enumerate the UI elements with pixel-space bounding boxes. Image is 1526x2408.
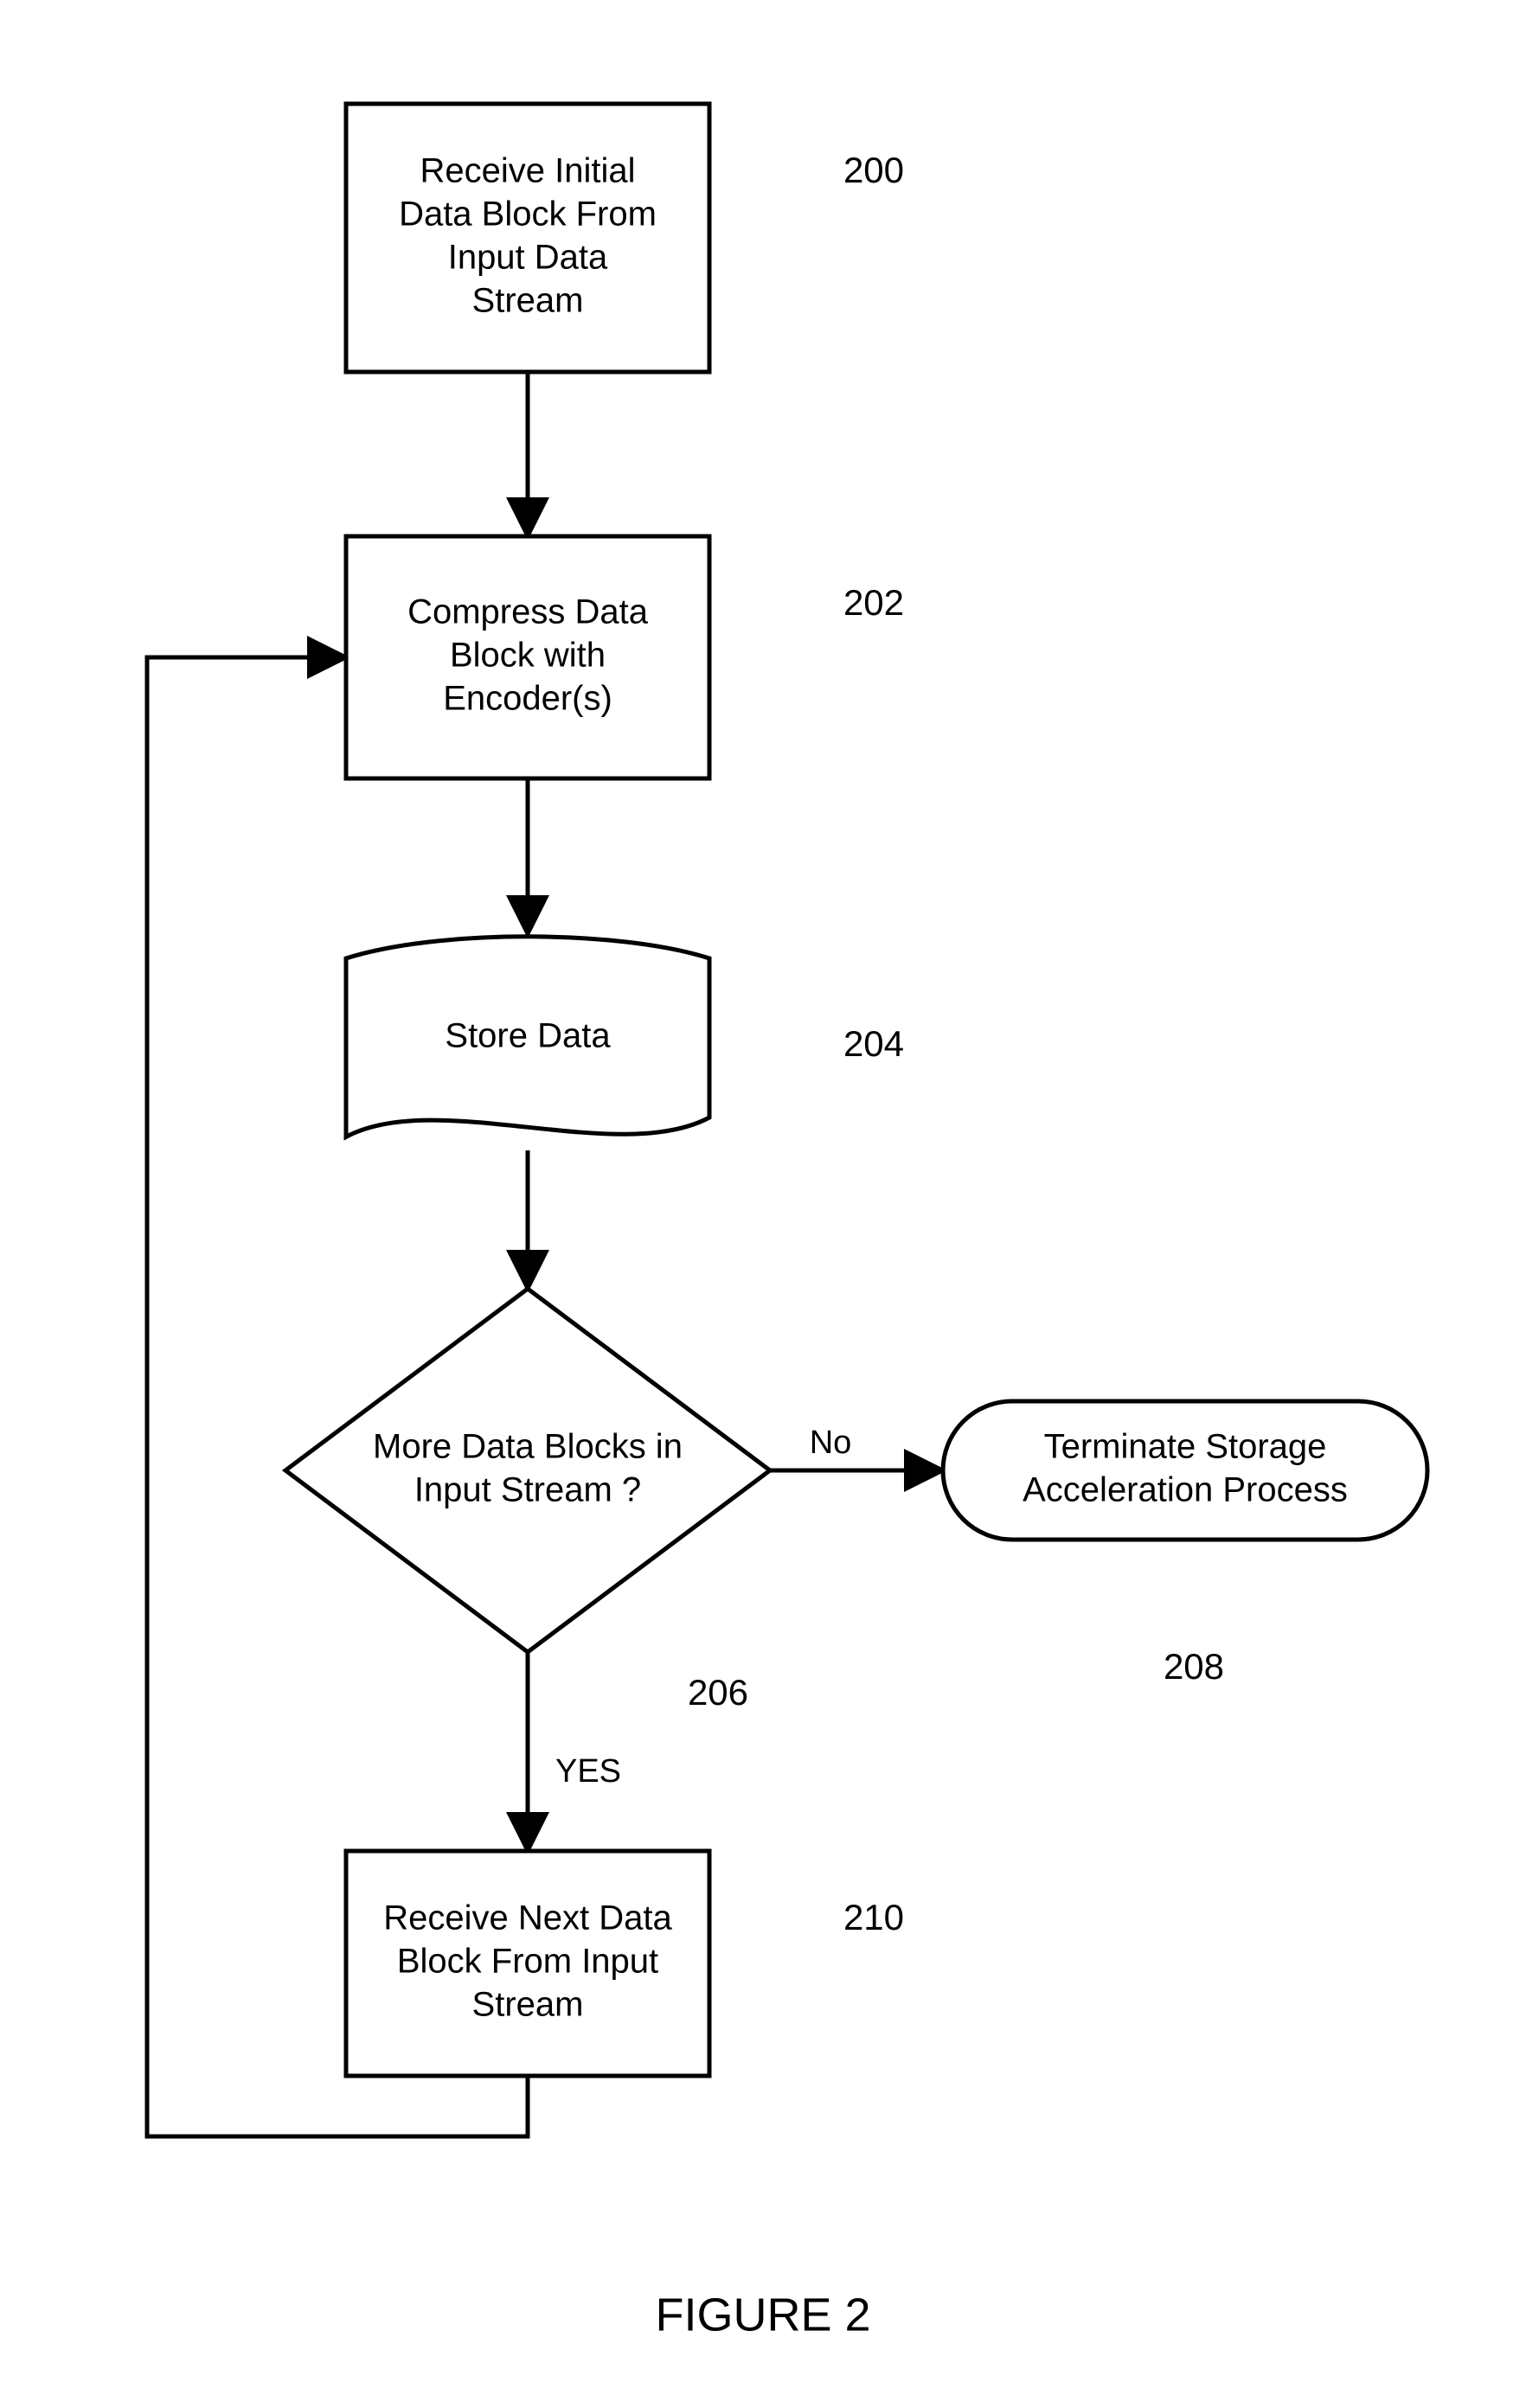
document-text-n204: Store Data xyxy=(445,1017,611,1055)
process-text-n202-line: Encoder(s) xyxy=(443,680,612,718)
ref-label-n208: 208 xyxy=(1164,1646,1224,1687)
process-text-n200-line: Receive Initial xyxy=(420,152,635,190)
process-text-n210-line: Receive Next Data xyxy=(383,1899,672,1937)
ref-label-n200: 200 xyxy=(843,150,904,190)
process-text-n210-line: Stream xyxy=(472,1986,584,2024)
process-text-n202-line: Block with xyxy=(450,637,606,675)
flowchart-canvas: Receive Initial Data Block From Input Data… xyxy=(0,0,1526,2408)
ref-label-n202: 202 xyxy=(843,582,904,623)
edge-label-3: No xyxy=(810,1425,852,1461)
document-text-n204-line: Store Data xyxy=(445,1017,611,1055)
terminator-text-n208-line: Acceleration Process xyxy=(1023,1471,1348,1509)
terminator-text-n208-line: Terminate Storage xyxy=(1044,1428,1327,1466)
ref-label-n210: 210 xyxy=(843,1897,904,1937)
process-text-n200-line: Input Data xyxy=(448,239,608,277)
process-text-n200-line: Stream xyxy=(472,282,584,320)
decision-text-n206-line: Input Stream ? xyxy=(414,1471,641,1509)
ref-label-n204: 204 xyxy=(843,1023,904,1064)
decision-text-n206-line: More Data Blocks in xyxy=(373,1428,683,1466)
ref-label-n206: 206 xyxy=(688,1672,748,1713)
process-text-n200-line: Data Block From xyxy=(399,195,657,234)
process-text-n202-line: Compress Data xyxy=(407,593,649,631)
nodes-layer: Receive Initial Data Block From Input Data… xyxy=(285,104,1427,2076)
figure-caption: FIGURE 2 xyxy=(655,2289,870,2341)
process-text-n210-line: Block From Input xyxy=(397,1943,658,1981)
edge-label-4: YES xyxy=(555,1753,621,1790)
